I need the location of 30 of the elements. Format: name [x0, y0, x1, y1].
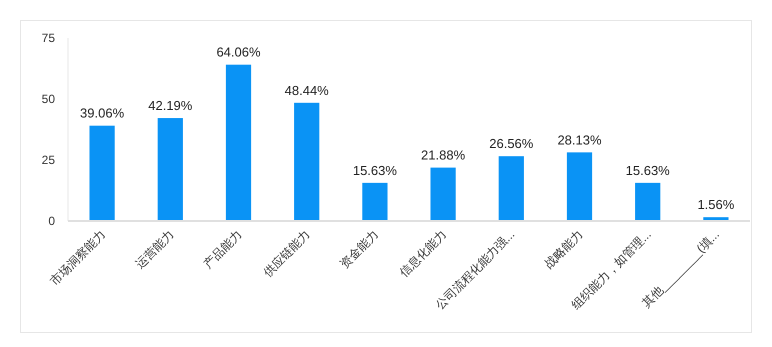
data-label: 15.63%: [352, 162, 398, 178]
data-label: 64.06%: [216, 44, 261, 60]
data-label: 28.13%: [557, 132, 602, 148]
bar: [430, 168, 456, 221]
data-label: 15.63%: [626, 162, 670, 178]
bar: [362, 182, 388, 221]
bar: [158, 118, 183, 221]
bar: [294, 102, 320, 221]
y-tick-label: 50: [42, 92, 56, 106]
x-tick-label: 资金能力: [337, 227, 382, 272]
data-label: 21.88%: [421, 148, 466, 163]
data-label: 26.56%: [489, 136, 534, 152]
x-tick-label: 市场洞察能力: [47, 227, 108, 288]
x-tick-label: 运营能力: [132, 227, 176, 272]
data-label: 1.56%: [697, 197, 735, 212]
y-tick-label: 25: [42, 153, 56, 167]
x-tick-label: 供应链能力: [260, 227, 313, 280]
data-label: 42.19%: [148, 98, 193, 114]
bar: [226, 64, 252, 221]
bar: [498, 156, 524, 221]
y-tick-label: 75: [42, 31, 56, 45]
bar: [566, 152, 592, 221]
x-tick-label: 战略能力: [542, 227, 586, 272]
y-tick-label: 0: [48, 214, 56, 228]
data-label: 48.44%: [284, 82, 330, 98]
x-tick-label: 产品能力: [200, 227, 245, 272]
bar: [89, 126, 115, 221]
x-tick-label: 信息化能力: [396, 227, 450, 280]
bar: [635, 182, 660, 221]
data-label: 39.06%: [80, 106, 125, 121]
